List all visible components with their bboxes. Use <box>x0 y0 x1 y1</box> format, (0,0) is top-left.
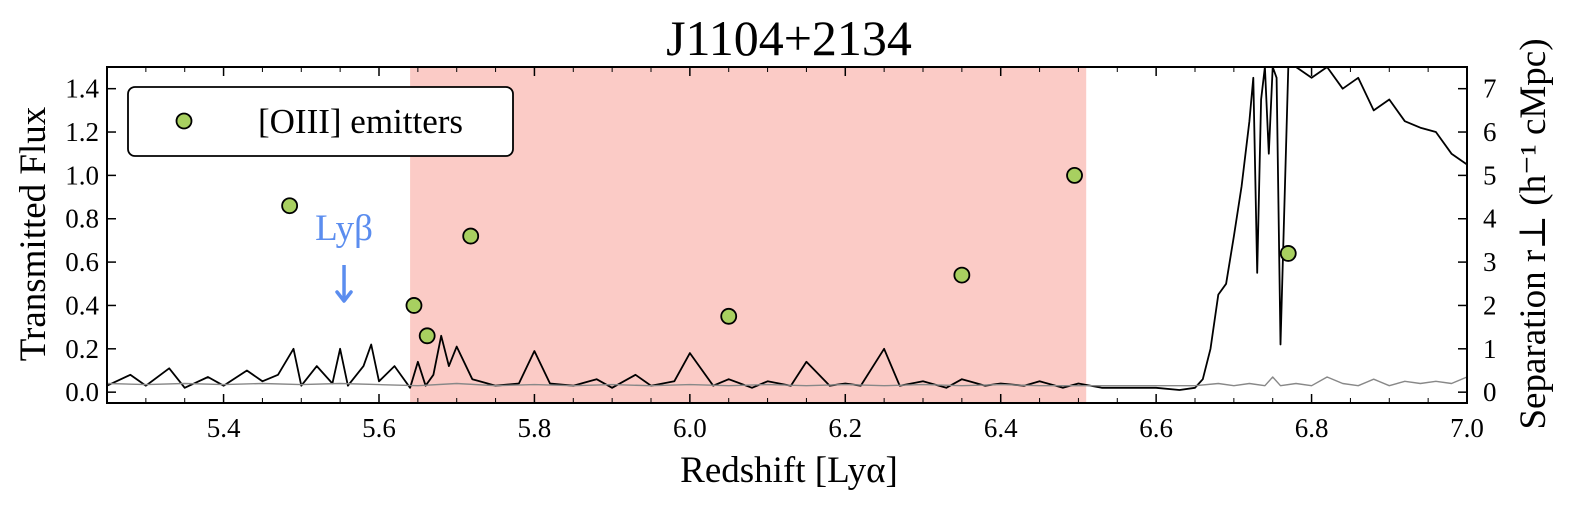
y-tick-label: 0.8 <box>65 204 99 234</box>
chart-title: J1104+2134 <box>666 10 912 66</box>
x-tick-label: 6.2 <box>828 413 862 443</box>
oiii-emitter-point <box>953 266 971 284</box>
x-tick-label: 7.0 <box>1450 413 1484 443</box>
oiii-emitter-point <box>720 307 738 325</box>
plot-border <box>106 66 1468 404</box>
y-tick-label: 1.0 <box>65 160 99 190</box>
tick-layer: 5.4 5.6 5.8 6.0 6.2 6.4 6.6 6.8 7.0 0.0 0.2 0.4 0.6 0… <box>65 67 1497 443</box>
x-tick-label: 5.4 <box>207 413 241 443</box>
legend: [OIII] emitters <box>127 86 514 157</box>
legend-label: [OIII] emitters <box>258 102 463 141</box>
y2-tick-label: 2 <box>1483 290 1497 320</box>
x-tick-label: 6.0 <box>673 413 707 443</box>
y2-tick-label: 3 <box>1483 247 1497 277</box>
legend-marker <box>175 112 193 130</box>
oiii-emitter-point <box>1279 245 1297 262</box>
y2-axis-label: Separation r⊥ (h⁻¹ cMpc) <box>1513 38 1554 429</box>
emitter-points-layer <box>281 166 1297 345</box>
oiii-emitter-point <box>462 227 480 245</box>
y2-tick-label: 6 <box>1483 117 1497 147</box>
y2-tick-label: 4 <box>1483 204 1497 234</box>
spectrum-lines-layer <box>106 66 1468 391</box>
y2-tick-label: 7 <box>1483 74 1497 104</box>
y-tick-label: 1.2 <box>65 117 99 147</box>
plot-frame <box>106 66 1468 404</box>
legend-box <box>127 86 514 157</box>
shaded-region-layer <box>410 67 1087 403</box>
x-axis-label: Redshift [Lyα] <box>680 450 898 491</box>
y2-tick-label: 5 <box>1483 160 1497 190</box>
x-tick-label: 5.8 <box>518 413 552 443</box>
x-tick-label: 6.4 <box>984 413 1018 443</box>
oiii-emitter-point <box>418 327 436 345</box>
lyb-label: Lyβ <box>315 208 373 249</box>
oiii-emitter-point <box>281 197 299 215</box>
y-tick-label: 0.2 <box>65 334 99 364</box>
y-tick-label: 0.4 <box>65 290 99 320</box>
x-tick-label: 5.6 <box>362 413 396 443</box>
lyb-annotation: Lyβ <box>315 208 373 303</box>
y-tick-label: 0.6 <box>65 247 99 277</box>
x-tick-label: 6.8 <box>1295 413 1329 443</box>
y-tick-label: 0.0 <box>65 377 99 407</box>
shaded-region <box>410 67 1087 403</box>
y-axis-label: Transmitted Flux <box>13 106 54 361</box>
oiii-emitter-point <box>405 297 423 314</box>
y-tick-label: 1.4 <box>65 74 99 104</box>
y2-tick-label: 1 <box>1483 334 1497 364</box>
y2-tick-label: 0 <box>1483 377 1497 407</box>
flux-error-line <box>106 376 1468 387</box>
oiii-emitter-point <box>1066 166 1083 184</box>
lyb-arrow-head <box>335 290 353 303</box>
x-tick-label: 6.6 <box>1139 413 1173 443</box>
